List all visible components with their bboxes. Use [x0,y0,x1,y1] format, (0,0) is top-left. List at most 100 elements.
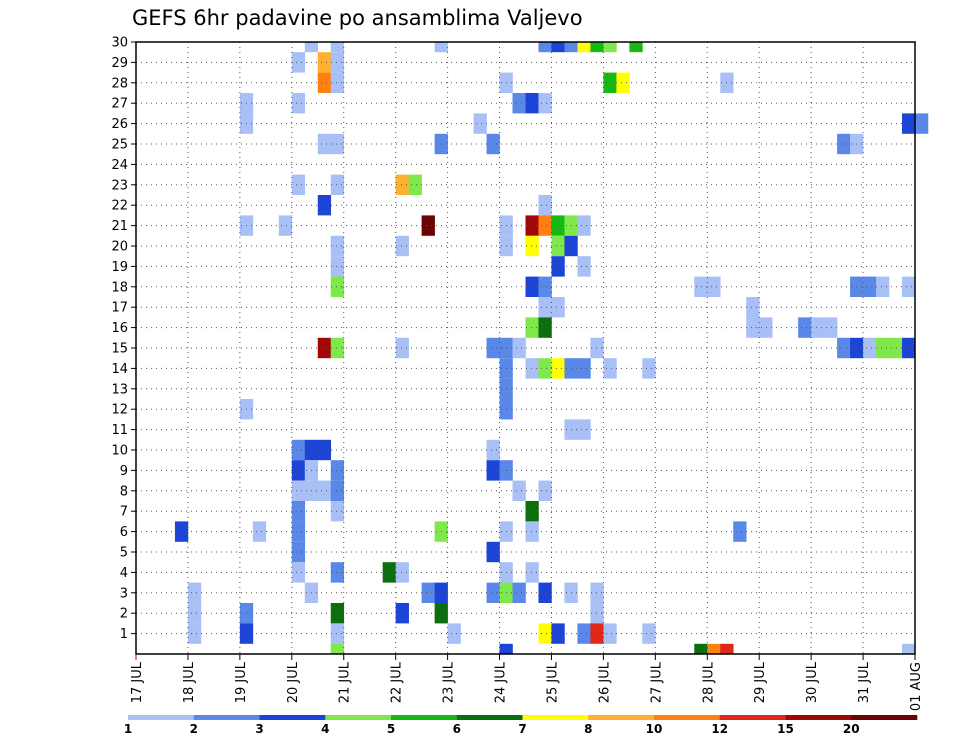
legend-swatch [456,715,523,720]
heatmap-cell [330,256,345,277]
heatmap-cell [551,235,565,257]
x-tick-label: 30 JUL [805,661,820,703]
heatmap-cell [551,297,565,318]
legend-swatch [851,715,918,720]
y-tick-label: 19 [111,260,128,275]
y-tick-label: 17 [111,301,128,316]
heatmap-cell [486,460,500,481]
heatmap-cell [603,72,617,93]
legend-swatch [522,715,589,720]
heatmap-cell [577,419,591,440]
heatmap-cell [824,317,838,338]
heatmap-cell [330,276,345,297]
heatmap-cell [330,133,345,155]
heatmap-cell [525,317,539,338]
heatmap-cell [512,337,526,359]
heatmap-cell [538,195,552,216]
x-tick-label: 20 JUL [286,661,301,703]
heatmap-cell [538,42,552,53]
legend-label: 10 [646,722,663,736]
heatmap-cell [551,215,565,236]
x-tick-label: 28 JUL [701,661,716,703]
y-tick-label: 22 [111,199,128,214]
heatmap-cell [525,276,539,297]
heatmap-cell [642,623,656,644]
legend-swatch [654,715,721,720]
heatmap-cell [538,358,552,379]
heatmap-cell [421,215,435,236]
heatmap-cell [330,337,345,359]
heatmap-cell [330,52,345,73]
legend-label: 5 [387,722,395,736]
heatmap-cell [330,460,345,481]
heatmap-cell [707,276,721,297]
x-tick-label: 31 JUL [857,661,872,703]
heatmap-cell [395,174,409,195]
heatmap-cell [538,582,552,603]
heatmap-cell [421,582,435,603]
heatmap-cell [707,643,721,654]
heatmap-cell [291,174,306,195]
y-tick-label: 1 [120,627,128,642]
heatmap-cell [863,337,877,359]
heatmap-cell [876,337,890,359]
heatmap-cell [746,297,760,318]
heatmap-cell [395,603,409,624]
heatmap-cell [746,317,760,338]
heatmap-cell [317,52,332,73]
heatmap-cell [525,358,539,379]
legend-swatch [391,715,458,720]
heatmap-cell [590,623,604,644]
heatmap-cell [330,174,345,195]
heatmap-cell [590,582,604,603]
heatmap-cell [291,460,306,481]
heatmap-cell [876,276,890,297]
heatmap-cell [902,643,916,654]
heatmap-cell [330,42,345,53]
heatmap-cell [577,256,591,277]
heatmap-cell [525,521,539,542]
heatmap-cell [317,133,332,155]
heatmap-cell [486,439,500,461]
heatmap-cell [538,623,552,644]
y-tick-label: 10 [111,444,128,459]
heatmap-cell [525,235,539,257]
heatmap-cell [330,72,345,93]
heatmap-cell [577,623,591,644]
y-tick-label: 2 [120,607,128,622]
heatmap-cell [551,256,565,277]
heatmap-cell [577,358,591,379]
legend-label: 4 [321,722,329,736]
heatmap-cell [330,235,345,257]
heatmap-cell [538,480,552,501]
legend-label: 6 [453,722,461,736]
heatmap-cell [291,480,306,501]
heatmap-cell [538,93,552,114]
heatmap-cell [642,358,656,379]
y-tick-label: 16 [111,321,128,336]
legend-label: 2 [190,722,198,736]
heatmap-cell [538,215,552,236]
heatmap-cell [538,317,552,338]
heatmap-cell [512,582,526,603]
heatmap-cell [317,439,332,461]
legend-label: 12 [711,722,728,736]
y-tick-label: 23 [111,178,128,193]
heatmap-cells [174,42,929,654]
x-tick-label: 17 JUL [130,661,145,703]
y-tick-label: 9 [120,464,128,479]
heatmap-cell [330,643,345,654]
x-tick-label: 18 JUL [182,661,197,703]
y-tick-label: 7 [120,505,128,520]
heatmap-cell [304,42,319,53]
heatmap-cell [473,113,487,134]
heatmap-cell [395,337,409,359]
x-tick-label: 27 JUL [649,661,664,703]
heatmap-cell [317,337,332,359]
heatmap-cell [525,93,539,114]
heatmap-cell [551,623,565,644]
y-axis: 1234567891011121314151617181920212223242… [111,36,136,642]
legend-label: 1 [124,722,132,736]
heatmap-cell [291,541,306,563]
